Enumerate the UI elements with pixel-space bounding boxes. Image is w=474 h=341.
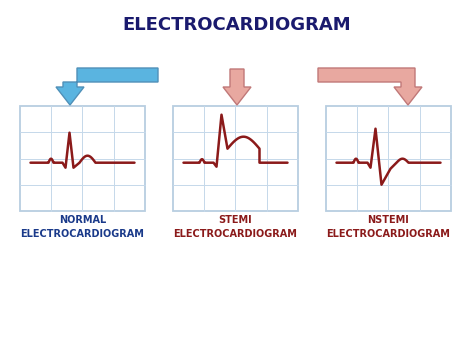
FancyBboxPatch shape xyxy=(326,106,451,211)
Text: ELECTROCARDIOGRAM: ELECTROCARDIOGRAM xyxy=(123,16,351,34)
Polygon shape xyxy=(318,68,422,105)
Polygon shape xyxy=(223,69,251,105)
Polygon shape xyxy=(56,68,158,105)
FancyBboxPatch shape xyxy=(173,106,298,211)
Text: NSTEMI
ELECTROCARDIOGRAM: NSTEMI ELECTROCARDIOGRAM xyxy=(327,215,450,239)
Text: STEMI
ELECTROCARDIOGRAM: STEMI ELECTROCARDIOGRAM xyxy=(173,215,298,239)
FancyBboxPatch shape xyxy=(20,106,145,211)
Text: NORMAL
ELECTROCARDIOGRAM: NORMAL ELECTROCARDIOGRAM xyxy=(20,215,145,239)
